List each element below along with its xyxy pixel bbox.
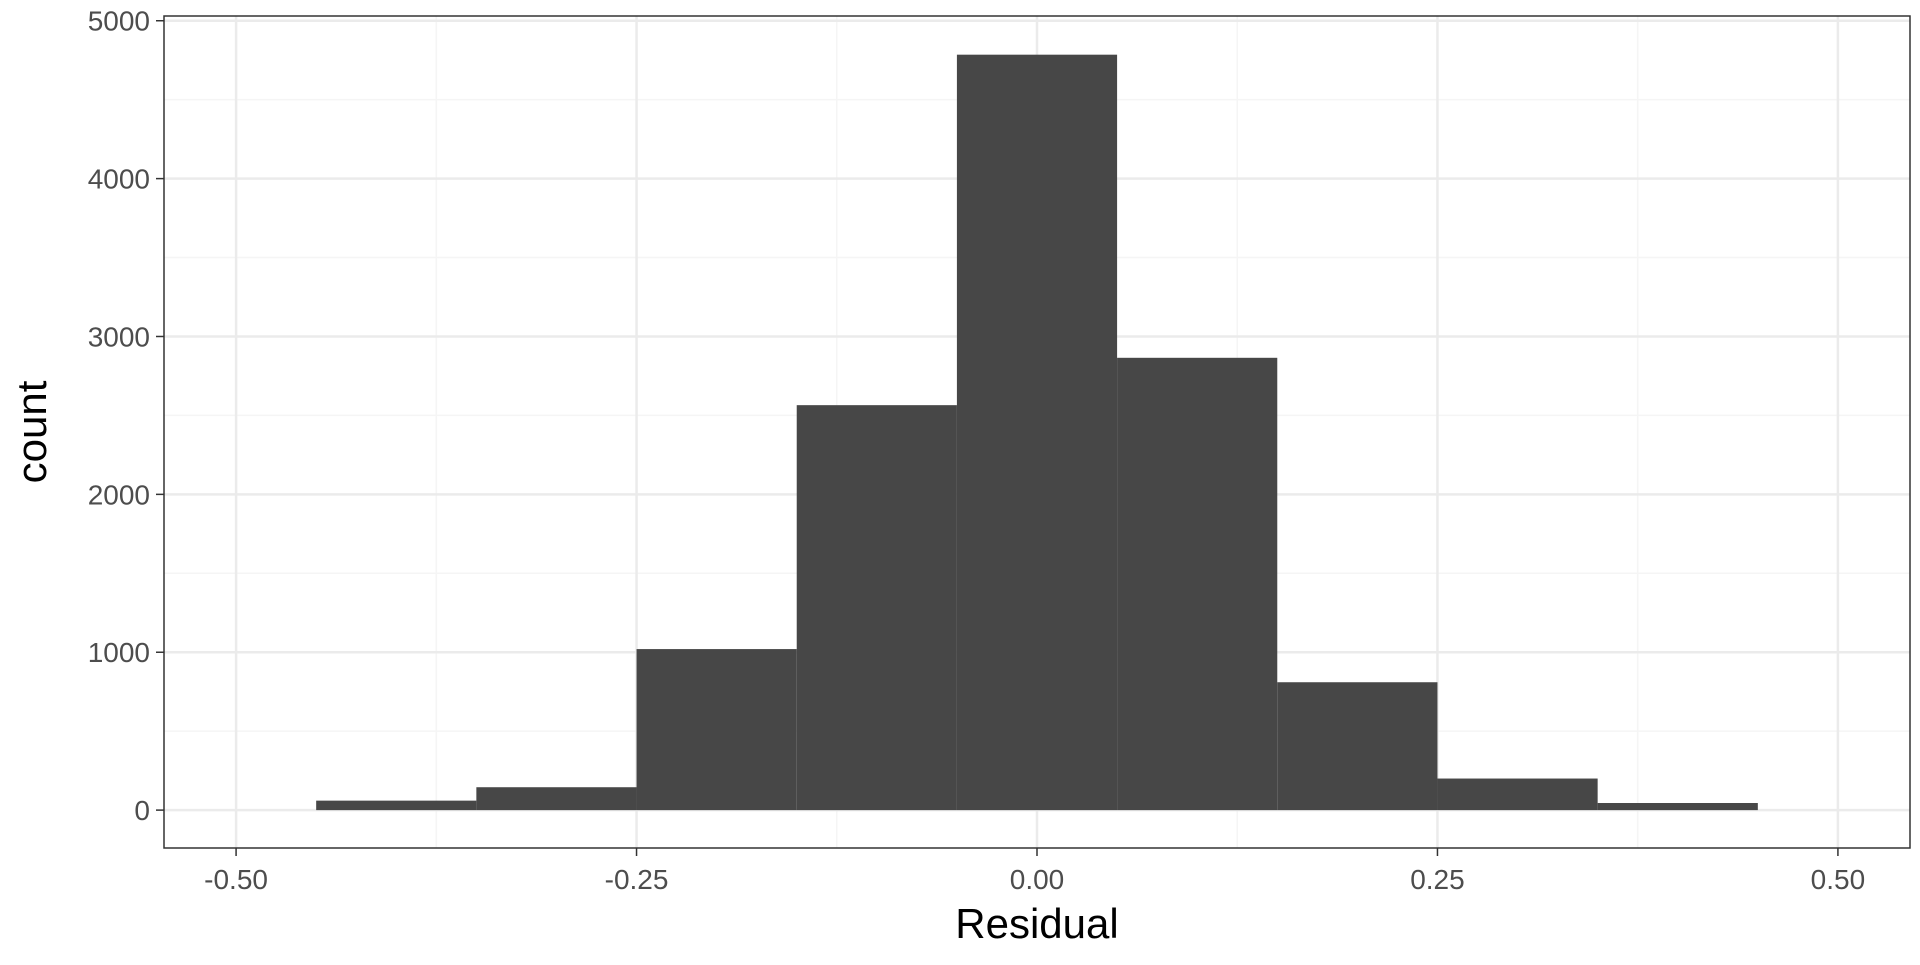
y-tick-label: 1000: [88, 637, 150, 668]
histogram-bar: [476, 787, 637, 811]
x-axis-title: Residual: [955, 900, 1118, 947]
x-tick-label: 0.25: [1410, 864, 1465, 895]
x-tick-label: 0.50: [1811, 864, 1866, 895]
histogram-bar: [1437, 778, 1598, 811]
y-tick-label: 3000: [88, 321, 150, 352]
histogram-bar: [796, 405, 957, 811]
y-axis-ticks: 0 1000 2000 3000 4000 5000: [88, 6, 164, 826]
histogram-bar: [636, 649, 797, 811]
y-tick-label: 2000: [88, 479, 150, 510]
y-tick-label: 4000: [88, 164, 150, 195]
histogram-bar: [1277, 682, 1438, 811]
x-tick-label: -0.25: [605, 864, 669, 895]
x-axis-ticks: -0.50 -0.25 0.00 0.25 0.50: [204, 848, 1865, 895]
histogram-bar: [956, 54, 1118, 811]
y-axis-title: count: [8, 380, 55, 483]
histogram-bar: [1597, 803, 1758, 811]
histogram-bars: [316, 54, 1758, 811]
histogram-bar: [1117, 357, 1278, 811]
x-tick-label: -0.50: [204, 864, 268, 895]
histogram-bar: [316, 800, 477, 811]
y-tick-label: 0: [134, 795, 150, 826]
x-tick-label: 0.00: [1010, 864, 1065, 895]
y-tick-label: 5000: [88, 6, 150, 37]
